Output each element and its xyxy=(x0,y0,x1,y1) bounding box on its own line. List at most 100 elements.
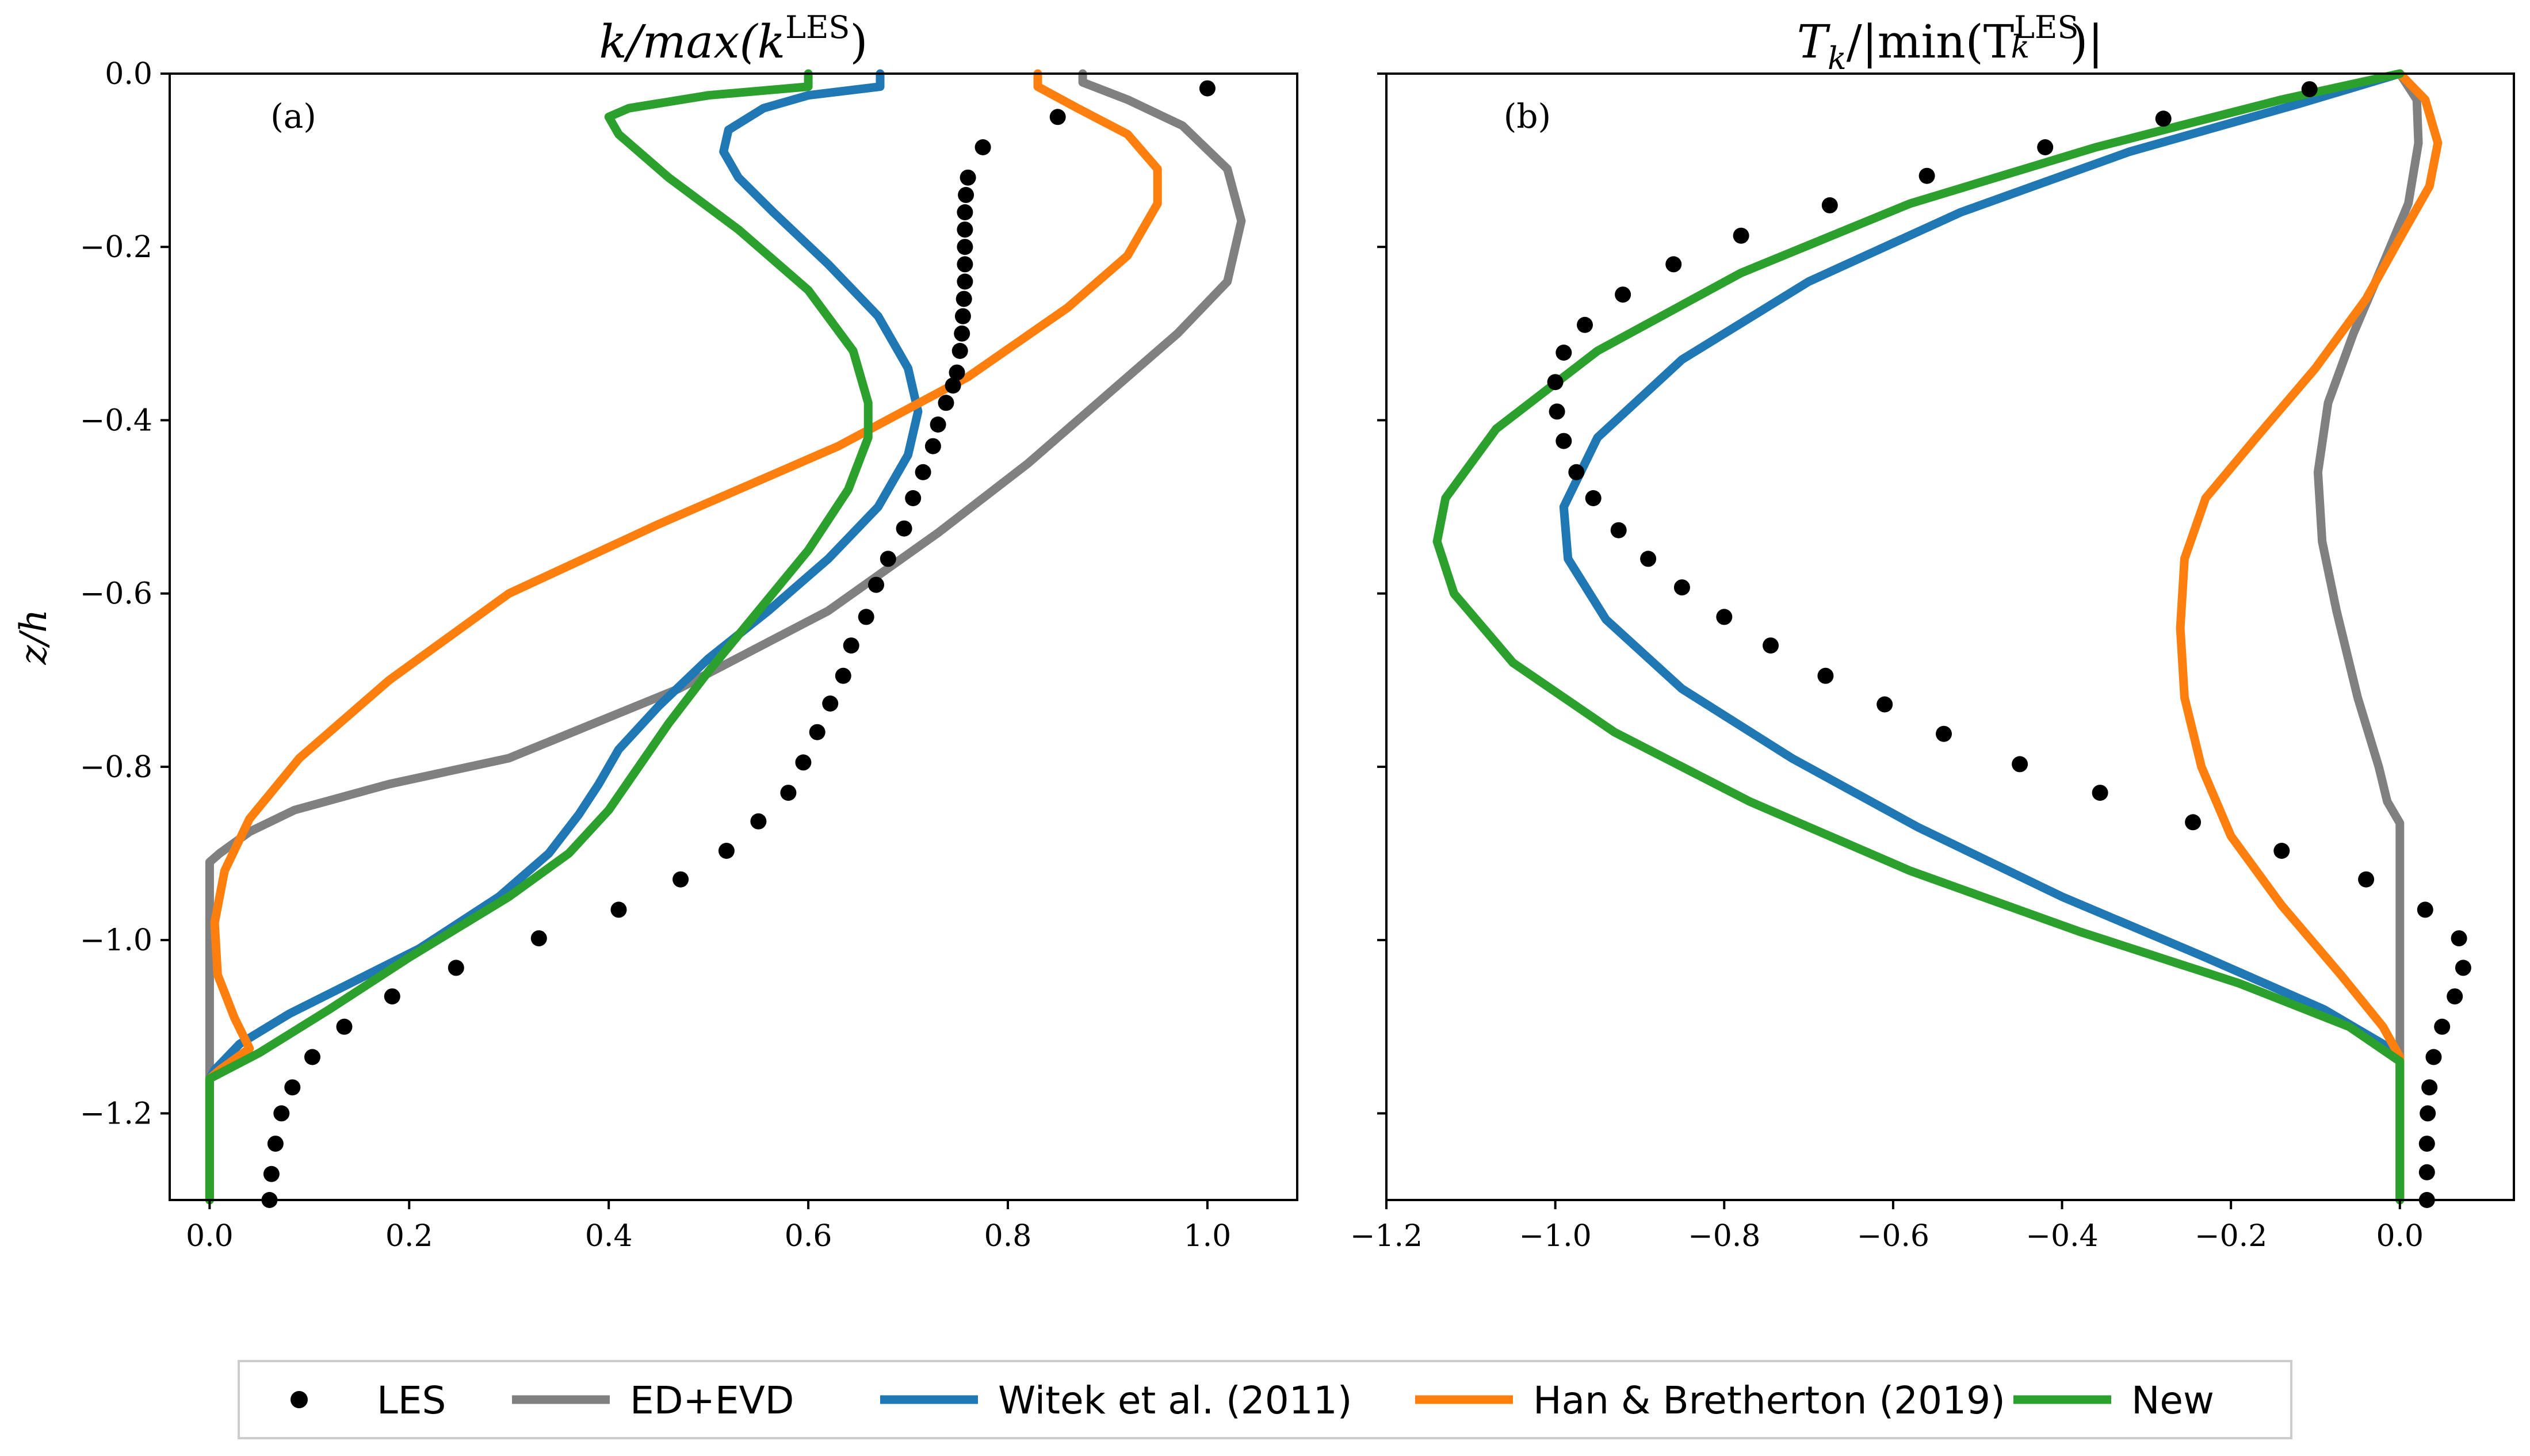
panel-b-les-point xyxy=(2451,930,2467,947)
panel-b-les-point xyxy=(1640,551,1657,567)
panel-a-les-point xyxy=(780,785,797,801)
panel-a-les-point xyxy=(1049,109,1066,125)
legend-label-han: Han & Bretherton (2019) xyxy=(1533,1378,2005,1423)
panel-a-les-point xyxy=(1199,80,1216,97)
panel-a-les-point xyxy=(843,637,859,654)
panel-b-les-point xyxy=(1936,725,1952,742)
panel-b-les-point xyxy=(1585,490,1602,506)
panel-a-les-point xyxy=(273,1105,290,1122)
panel-a-les-point xyxy=(835,667,851,684)
panel-a-les-point xyxy=(957,239,973,255)
panel-b-series-han xyxy=(2176,69,2443,1205)
panel-a-les-point xyxy=(448,960,464,976)
panel-a-les-point xyxy=(263,1165,280,1182)
panel-b-les-points xyxy=(1547,81,2471,1208)
panel-a-ytick-label: −0.8 xyxy=(80,750,152,785)
panel-a-title-tail: ) xyxy=(850,15,867,68)
panel-a-les-point xyxy=(858,609,874,625)
panel-a-xtick-label: 0.8 xyxy=(984,1219,1032,1254)
panel-b-les-point xyxy=(1673,579,1690,596)
panel-b-les-point xyxy=(2418,1136,2435,1152)
panel-a-ylabel: z/h xyxy=(13,609,55,666)
panel-b-les-point xyxy=(1556,433,1572,449)
panel-a-les-point xyxy=(960,169,976,186)
panel-b-les-point xyxy=(1821,197,1838,213)
panel-a-les-point xyxy=(945,377,961,394)
panel-a-les-point xyxy=(924,438,941,454)
panel-b-series-ed-evd xyxy=(2313,69,2423,1205)
panel-b-xtick-label: −0.6 xyxy=(1857,1219,1929,1254)
panel-a-les-point xyxy=(957,204,973,220)
panel-a-les-point xyxy=(795,754,812,771)
panel-a-xtick-label: 0.2 xyxy=(385,1219,433,1254)
panel-b-title: Tk/|min(TLES k)| xyxy=(1797,9,2104,77)
panel-b-series-new xyxy=(1432,69,2405,1205)
panel-a-les-point xyxy=(672,871,689,888)
panel-b-les-point xyxy=(1610,522,1627,538)
panel-a-les-point xyxy=(750,813,767,830)
panel-a-tag: (a) xyxy=(270,97,316,136)
panel-a-ytick-label: −0.2 xyxy=(80,230,152,265)
panel-a-les-point xyxy=(951,343,968,359)
panel-b-series-witek xyxy=(1559,69,2405,1205)
panel-a-les-point xyxy=(954,325,970,342)
panel-a-les-point xyxy=(809,724,826,740)
panel-a-les-point xyxy=(956,291,972,307)
panel-a-les-point xyxy=(384,988,400,1005)
legend-label-ed-evd: ED+EVD xyxy=(630,1378,794,1423)
panel-b-title-sup: LES xyxy=(2014,9,2078,45)
panel-b-les-point xyxy=(1665,256,1682,273)
panel-a-les-point xyxy=(267,1136,284,1152)
panel-b-les-point xyxy=(2185,814,2202,831)
panel-b-les-point xyxy=(2273,843,2290,859)
panel-a-series-witek xyxy=(205,69,923,1205)
panel-b-title-sub: k xyxy=(1828,40,1847,77)
panel-b-les-point xyxy=(1549,403,1565,420)
panel-a-les-point xyxy=(938,395,954,411)
panel-a: 0.0 0.2 0.4 0.6 0.8 1.0 0.0 −0.2 −0.4 −0.6 −0.8 −1… xyxy=(13,9,1298,1254)
panel-a-title-main: k/max(k xyxy=(599,15,785,68)
panel-a-les-point xyxy=(915,464,931,480)
panel-a-les-point xyxy=(304,1049,320,1065)
panel-a-les-point xyxy=(896,520,912,537)
panel-b-xtick-label: −1.0 xyxy=(1519,1219,1591,1254)
panel-a-les-point xyxy=(718,843,735,859)
panel-a-les-point xyxy=(957,221,973,238)
legend: LES ED+EVD Witek et al. (2011) Han & Brethe… xyxy=(238,1360,2292,1439)
panel-a-series-ed-evd xyxy=(205,69,1246,1205)
panel-b-les-point xyxy=(1763,637,1779,654)
panel-b-les-point xyxy=(2447,988,2463,1005)
panel-b-les-point xyxy=(1733,227,1749,244)
panel-b-les-point xyxy=(2155,110,2172,127)
panel-a-ytick-label: −0.6 xyxy=(80,577,152,612)
panel-b-frame xyxy=(1385,72,2515,1201)
panel-a-les-point xyxy=(974,139,991,155)
panel-b-les-point xyxy=(2434,1018,2451,1035)
panel-b-les-point xyxy=(2455,960,2471,976)
panel-b-xtick-label: −0.2 xyxy=(2195,1219,2267,1254)
panel-a-les-point xyxy=(957,256,973,273)
panel-a-les-point xyxy=(336,1018,353,1035)
panel-a-ytick-label: −1.2 xyxy=(80,1096,152,1131)
panel-a-xtick-label: 0.6 xyxy=(785,1219,832,1254)
panel-b-les-point xyxy=(1568,464,1585,480)
panel-b-les-point xyxy=(1877,696,1893,713)
legend-label-new: New xyxy=(2131,1378,2214,1423)
panel-b-lines xyxy=(1432,69,2443,1205)
panel-a-title-sup: LES xyxy=(785,9,850,45)
panel-b-yticks xyxy=(1377,72,1386,1115)
panel-b-les-point xyxy=(1918,167,1935,184)
panel-b-xtick-label: −1.2 xyxy=(1350,1219,1423,1254)
panel-a-yticks: 0.0 −0.2 −0.4 −0.6 −0.8 −1.0 −1.2 xyxy=(80,57,170,1131)
panel-b-tag: (b) xyxy=(1504,97,1551,136)
panel-b-les-point xyxy=(1577,316,1593,333)
panel-b-xtick-label: −0.4 xyxy=(2025,1219,2098,1254)
panel-a-les-point xyxy=(868,576,884,593)
panel-b-les-point xyxy=(2425,1049,2442,1065)
panel-b-les-point xyxy=(2301,81,2318,98)
panel-b-title-tail: )| xyxy=(2070,15,2103,68)
panel-b-les-point xyxy=(2358,871,2375,888)
panel-a-les-point xyxy=(822,695,839,712)
panel-a-les-point xyxy=(958,186,974,203)
